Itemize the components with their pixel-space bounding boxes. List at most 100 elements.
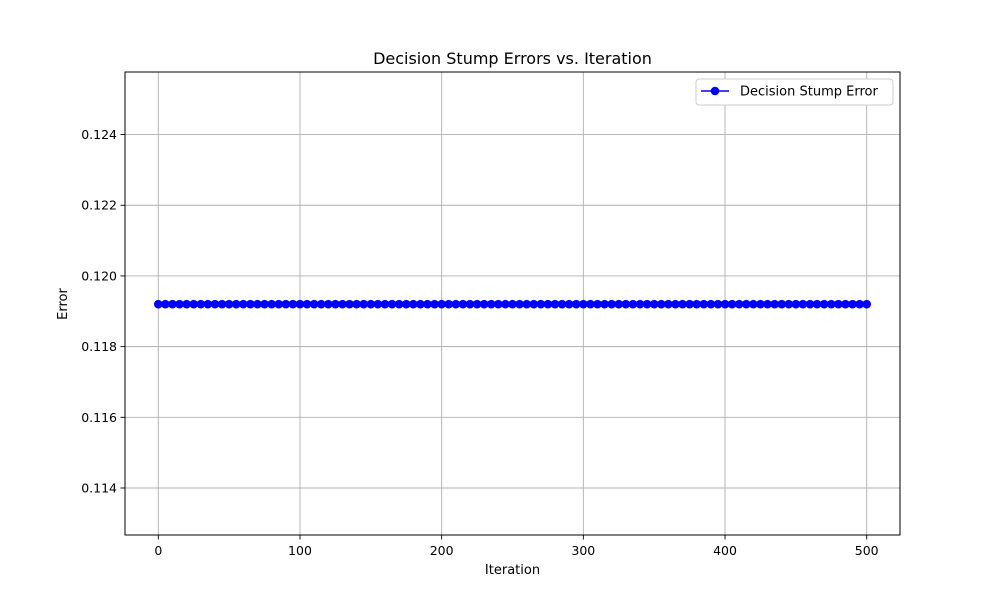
legend-marker xyxy=(710,86,720,96)
data-point xyxy=(380,299,390,309)
data-point xyxy=(253,299,262,309)
data-point xyxy=(302,299,312,309)
data-point xyxy=(210,299,220,309)
data-point xyxy=(309,299,319,309)
data-point xyxy=(834,299,843,309)
data-point xyxy=(727,299,737,309)
data-point xyxy=(494,299,503,309)
data-point xyxy=(741,299,751,309)
data-point xyxy=(486,299,496,309)
data-point xyxy=(678,299,687,309)
data-point xyxy=(316,299,326,309)
data-point xyxy=(536,299,546,309)
data-point xyxy=(373,299,383,309)
data-point xyxy=(734,299,744,309)
data-point xyxy=(345,299,354,309)
data-point xyxy=(628,299,638,309)
data-point xyxy=(699,299,709,309)
x-axis-ticks: 0 100 200 300 400 500 xyxy=(154,535,879,558)
data-point xyxy=(423,299,432,309)
x-tick-label: 100 xyxy=(288,543,312,558)
legend-box xyxy=(695,78,894,106)
data-point xyxy=(324,299,333,309)
data-point xyxy=(805,299,815,309)
data-point xyxy=(295,299,305,309)
data-point xyxy=(621,299,631,309)
data-point xyxy=(749,299,758,309)
data-point xyxy=(281,299,291,309)
data-point xyxy=(848,299,857,309)
x-axis-label: Iteration xyxy=(485,563,540,578)
x-tick-label: 300 xyxy=(571,543,595,558)
data-point xyxy=(168,299,177,309)
data-point xyxy=(642,299,652,309)
data-point xyxy=(239,299,248,309)
axes-frame xyxy=(124,71,901,536)
data-point xyxy=(479,299,489,309)
x-tick-label: 500 xyxy=(855,543,879,558)
data-point xyxy=(543,299,553,309)
series-layer xyxy=(153,299,872,309)
data-point xyxy=(387,299,397,309)
legend: Decision Stump Error xyxy=(695,78,894,106)
data-point xyxy=(231,299,241,309)
data-point xyxy=(862,299,872,309)
data-point xyxy=(826,299,836,309)
data-point xyxy=(508,299,517,309)
data-point xyxy=(458,299,468,309)
data-point xyxy=(189,299,199,309)
chart-title: Decision Stump Errors vs. Iteration xyxy=(373,49,652,68)
data-point xyxy=(338,299,347,309)
data-point xyxy=(217,299,227,309)
data-point xyxy=(550,299,560,309)
data-point xyxy=(153,299,163,309)
data-point xyxy=(529,299,539,309)
y-axis-ticks: 0.114 0.116 0.118 0.120 0.122 0.124 xyxy=(81,127,125,495)
x-tick-label: 200 xyxy=(430,543,454,558)
data-point xyxy=(331,299,340,309)
data-point xyxy=(664,299,673,309)
data-point xyxy=(649,299,659,309)
data-point xyxy=(246,299,255,309)
data-point xyxy=(692,299,701,309)
y-tick-label: 0.114 xyxy=(81,480,117,495)
legend-label: Decision Stump Error xyxy=(740,85,878,100)
data-point xyxy=(614,299,624,309)
data-point xyxy=(161,299,170,309)
y-tick-label: 0.124 xyxy=(81,127,117,142)
data-point xyxy=(685,299,694,309)
data-point xyxy=(713,299,723,309)
data-point xyxy=(182,299,191,309)
data-point xyxy=(777,299,786,309)
data-point xyxy=(579,299,588,309)
data-point xyxy=(706,299,716,309)
data-point xyxy=(607,299,616,309)
data-point xyxy=(288,299,298,309)
data-point xyxy=(409,299,418,309)
data-point xyxy=(522,299,531,309)
data-point xyxy=(416,299,425,309)
data-point xyxy=(501,299,510,309)
data-point xyxy=(472,299,482,309)
data-point xyxy=(656,299,666,309)
data-point xyxy=(224,299,234,309)
data-point xyxy=(196,299,206,309)
data-point xyxy=(635,299,645,309)
data-point xyxy=(352,299,361,309)
data-point xyxy=(203,299,213,309)
x-tick-label: 400 xyxy=(713,543,737,558)
data-point xyxy=(401,299,411,309)
data-point xyxy=(812,299,822,309)
data-point xyxy=(784,299,794,309)
data-point xyxy=(841,299,850,309)
data-point xyxy=(267,299,276,309)
y-tick-label: 0.120 xyxy=(81,268,117,283)
data-point xyxy=(430,299,439,309)
y-tick-label: 0.116 xyxy=(81,410,117,425)
y-tick-label: 0.118 xyxy=(81,339,117,354)
data-point xyxy=(465,299,475,309)
data-point xyxy=(791,299,801,309)
data-point xyxy=(366,299,376,309)
data-point xyxy=(451,299,461,309)
